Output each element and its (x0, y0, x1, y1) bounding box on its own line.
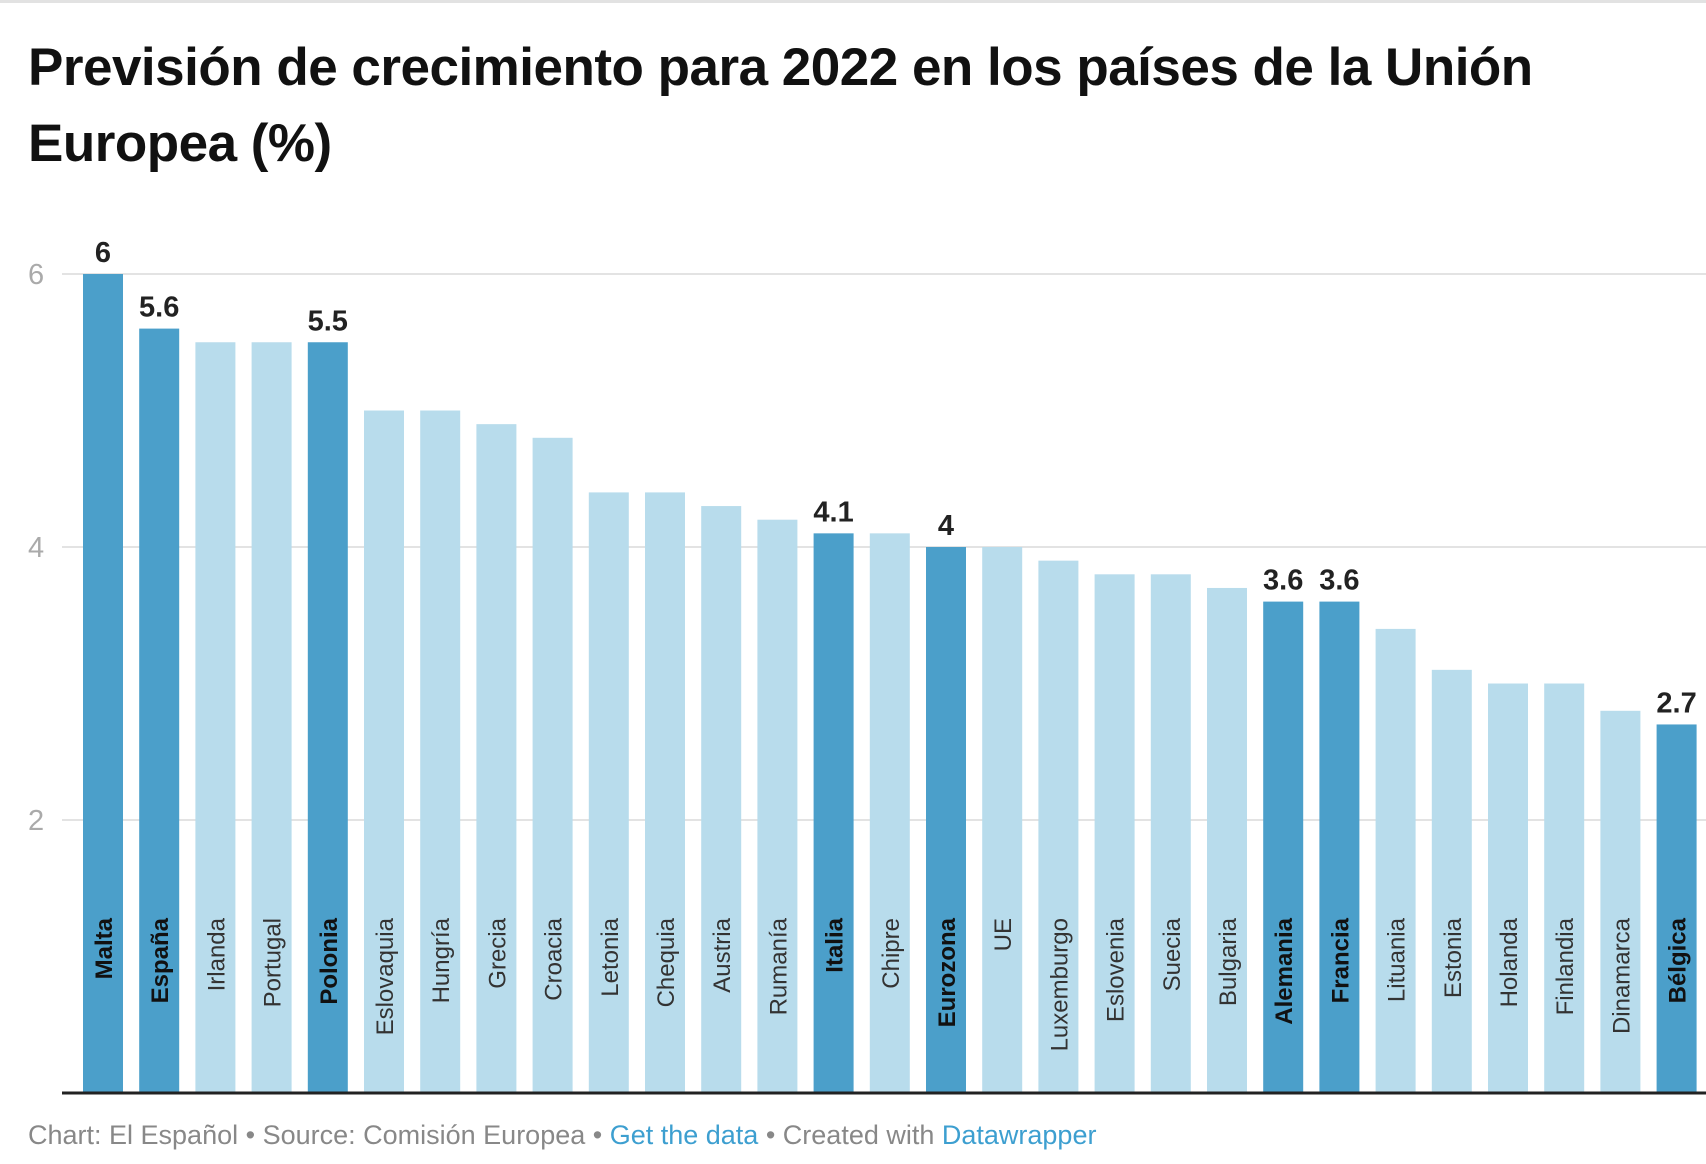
bar-portugal (251, 342, 292, 1093)
y-tick-label: 2 (28, 805, 44, 837)
data-label: 2.7 (1656, 687, 1696, 719)
x-tick-label: UE (990, 918, 1017, 951)
bar-bélgica (1656, 724, 1697, 1093)
x-tick-label: Letonia (597, 917, 624, 996)
data-label: 3.6 (1263, 565, 1303, 597)
datawrapper-link[interactable]: Datawrapper (941, 1120, 1097, 1150)
x-tick-label: Eurozona (934, 917, 961, 1027)
x-tick-label: Chequia (653, 917, 680, 1007)
x-tick-label: Malta (91, 917, 118, 979)
bar-lituania (1375, 628, 1416, 1093)
y-tick-label: 4 (28, 532, 44, 564)
x-tick-label: Croacia (541, 917, 568, 1000)
bar-austria (701, 506, 742, 1093)
x-tick-label: Luxemburgo (1046, 918, 1073, 1051)
x-tick-label: Suecia (1159, 917, 1186, 991)
bar-letonia (588, 492, 629, 1093)
bar-ue (982, 547, 1023, 1093)
x-tick-label: Irlanda (203, 917, 230, 991)
x-tick-label: Austria (709, 917, 736, 992)
bar-finlandia (1544, 683, 1585, 1093)
bar-chart: 2 4 6 6 Malta 5.6 España Irlanda Portugal 5.5 Polo… (28, 237, 1706, 1095)
bar-alemania (1263, 601, 1304, 1093)
x-tick-label: Italia (822, 917, 849, 972)
x-tick-label: Holanda (1496, 917, 1523, 1007)
bar-italia (813, 533, 854, 1093)
bar-españa (139, 328, 180, 1094)
x-tick-label: España (147, 917, 174, 1003)
bar-eurozona (926, 547, 966, 1093)
x-tick-label: Grecia (484, 917, 511, 988)
bar-chipre (869, 533, 910, 1093)
data-label: 5.5 (308, 305, 348, 337)
bar-eslovaquia (364, 410, 404, 1093)
bar-bulgaria (1207, 587, 1247, 1093)
footer: Chart: El Español • Source: Comisión Eur… (28, 1120, 1096, 1151)
data-label: 4.1 (813, 496, 853, 528)
data-label: 5.6 (139, 292, 179, 324)
created-with: Created with (782, 1120, 942, 1150)
data-label: 3.6 (1319, 565, 1359, 597)
separator: • (758, 1120, 783, 1150)
separator: • (585, 1120, 610, 1150)
x-tick-label: Alemania (1271, 917, 1298, 1024)
bar-croacia (532, 437, 573, 1093)
bar-suecia (1150, 574, 1191, 1093)
bar-rumanía (757, 519, 798, 1093)
y-tick-label: 6 (28, 259, 44, 291)
data-label: 4 (938, 510, 954, 542)
chart-title: Previsión de crecimiento para 2022 en lo… (28, 38, 1533, 173)
x-tick-label: Rumanía (765, 917, 792, 1015)
chart-credit: Chart: El Español (28, 1120, 239, 1150)
bar-eslovenia (1094, 574, 1135, 1093)
x-tick-label: Lituania (1384, 917, 1411, 1002)
bar-estonia (1431, 669, 1472, 1093)
bar-holanda (1488, 683, 1528, 1093)
x-tick-label: Eslovenia (1103, 917, 1130, 1022)
bar-luxemburgo (1038, 560, 1079, 1093)
x-tick-label: Finlandia (1552, 917, 1579, 1015)
separator: • (238, 1120, 263, 1150)
bar-hungría (420, 410, 461, 1093)
bar-polonia (307, 342, 348, 1093)
top-border (0, 0, 1706, 3)
x-tick-label: Estonia (1440, 917, 1467, 998)
bar-grecia (476, 424, 517, 1093)
bar-dinamarca (1600, 710, 1641, 1093)
get-the-data-link[interactable]: Get the data (609, 1120, 759, 1150)
bar-chequia (645, 492, 685, 1093)
x-tick-label: Bulgaria (1215, 917, 1242, 1006)
bar-malta (83, 274, 123, 1093)
x-tick-label: Eslovaquia (372, 917, 399, 1035)
x-tick-label: Portugal (260, 918, 287, 1007)
x-tick-label: Bélgica (1665, 917, 1692, 1003)
bar-irlanda (195, 342, 236, 1093)
x-tick-label: Chipre (878, 918, 905, 989)
source: Source: Comisión Europea (262, 1120, 586, 1150)
x-tick-label: Dinamarca (1608, 917, 1635, 1034)
data-label: 6 (95, 237, 111, 269)
x-tick-label: Polonia (316, 917, 343, 1004)
x-tick-label: Francia (1327, 917, 1354, 1003)
bar-francia (1319, 601, 1360, 1093)
x-tick-label: Hungría (428, 917, 455, 1003)
